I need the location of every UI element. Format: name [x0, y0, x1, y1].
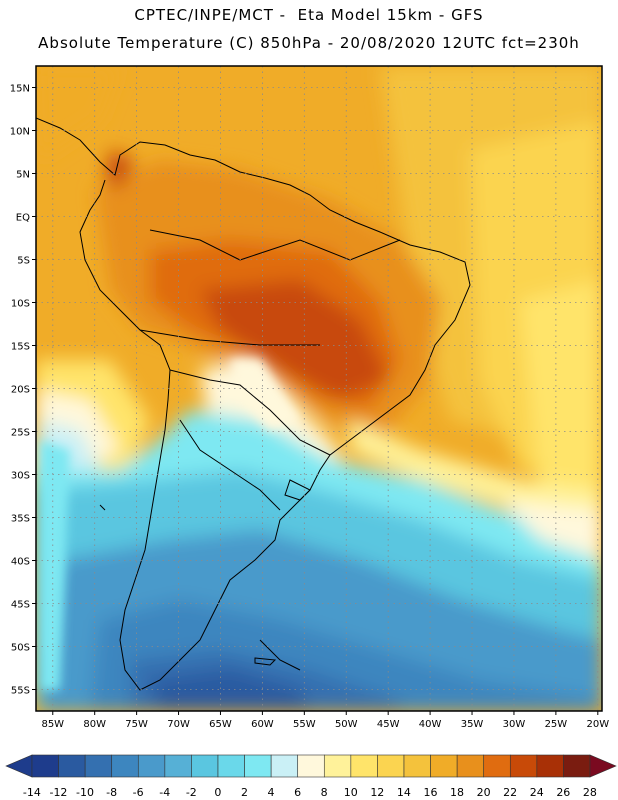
- colorbar-swatch: [350, 754, 378, 778]
- lon-tick-label: 25W: [545, 719, 568, 730]
- lat-tick-label: 10S: [11, 299, 30, 310]
- colorbar-label: -10: [76, 786, 94, 799]
- colorbar-label: 2: [241, 786, 248, 799]
- colorbar-label: 0: [214, 786, 221, 799]
- colorbar-label: 8: [321, 786, 328, 799]
- lat-tick-label: 15N: [10, 84, 30, 95]
- lat-tick-label: 50S: [11, 643, 30, 654]
- colorbar-label: 12: [370, 786, 384, 799]
- title-line-2: Absolute Temperature (C) 850hPa - 20/08/…: [38, 34, 580, 52]
- lon-tick-label: 70W: [167, 719, 190, 730]
- lon-tick-label: 80W: [83, 719, 106, 730]
- lon-tick-label: 35W: [461, 719, 484, 730]
- colorbar: -14 -12 -10 -8 -6 -4 -2 0 2 4 6 8 10 12 14 16 18 20 22 24 26…: [5, 754, 617, 799]
- lat-tick-label: 10N: [10, 127, 30, 138]
- colorbar-swatch: [563, 754, 591, 778]
- lat-tick-label: 5S: [17, 256, 30, 267]
- colorbar-swatch: [536, 754, 564, 778]
- lat-tick-label: 30S: [11, 471, 30, 482]
- colorbar-swatch: [270, 754, 299, 778]
- graticule: [36, 66, 602, 711]
- lat-tick-label: 15S: [11, 342, 30, 353]
- colorbar-swatch: [58, 754, 86, 778]
- colorbar-label: 16: [423, 786, 437, 799]
- colorbar-label: -8: [106, 786, 117, 799]
- title-line-1: CPTEC/INPE/MCT - Eta Model 15km - GFS: [134, 6, 484, 24]
- colorbar-swatch: [137, 754, 166, 778]
- colorbar-label: 14: [397, 786, 411, 799]
- colorbar-swatch: [323, 754, 352, 778]
- colorbar-label: 26: [556, 786, 570, 799]
- lon-tick-label: 20W: [586, 719, 609, 730]
- colorbar-swatch: [430, 754, 458, 778]
- colorbar-over-arrow: [589, 754, 617, 778]
- lon-tick-label: 55W: [293, 719, 316, 730]
- colorbar-swatch: [191, 754, 219, 778]
- lon-tick-label: 45W: [377, 719, 400, 730]
- colorbar-label: 10: [344, 786, 358, 799]
- lat-tick-label: 35S: [11, 514, 30, 525]
- lon-tick-label: 65W: [209, 719, 232, 730]
- lat-tick-label: EQ: [16, 213, 30, 224]
- colorbar-swatch: [377, 754, 405, 778]
- colorbar-label: -14: [23, 786, 41, 799]
- colorbar-swatch: [164, 754, 192, 778]
- lat-tick-label: 45S: [11, 600, 30, 611]
- colorbar-swatch: [111, 754, 139, 778]
- colorbar-swatch: [509, 754, 538, 778]
- lon-tick-label: 60W: [251, 719, 274, 730]
- lat-tick-label: 20S: [11, 385, 30, 396]
- coastlines: [36, 117, 471, 691]
- colorbar-label: 28: [583, 786, 597, 799]
- colorbar-label: -12: [49, 786, 67, 799]
- colorbar-label: -6: [133, 786, 144, 799]
- lon-tick-label: 50W: [335, 719, 358, 730]
- lat-tick-label: 5N: [16, 170, 30, 181]
- colorbar-label: -4: [159, 786, 170, 799]
- longitude-axis: 85W 80W 75W 70W 65W 60W 55W 50W 45W 40W 35W 30W 25W 2…: [41, 711, 609, 730]
- colorbar-under-arrow: [5, 754, 33, 778]
- temperature-field: [36, 66, 602, 711]
- lat-tick-label: 55S: [11, 686, 30, 697]
- colorbar-swatch: [456, 754, 485, 778]
- colorbar-label: 18: [450, 786, 464, 799]
- colorbar-swatch: [297, 754, 325, 778]
- colorbar-label: 20: [477, 786, 491, 799]
- lat-tick-label: 25S: [11, 428, 30, 439]
- lon-tick-label: 30W: [503, 719, 526, 730]
- lat-tick-label: 40S: [11, 557, 30, 568]
- colorbar-label: 24: [530, 786, 544, 799]
- colorbar-label: 6: [294, 786, 301, 799]
- lon-tick-label: 85W: [41, 719, 64, 730]
- colorbar-label: 4: [268, 786, 275, 799]
- colorbar-swatch: [217, 754, 245, 778]
- colorbar-swatch: [483, 754, 511, 778]
- colorbar-label: 22: [503, 786, 517, 799]
- lon-tick-label: 75W: [125, 719, 148, 730]
- latitude-axis: 15N 10N 5N EQ 5S 10S 15S 20S 25S 30S 35S 40S 45S 50S 5…: [10, 84, 36, 697]
- colorbar-swatch: [84, 754, 113, 778]
- lon-tick-label: 40W: [419, 719, 442, 730]
- colorbar-swatch: [403, 754, 431, 778]
- colorbar-swatch: [31, 754, 59, 778]
- colorbar-swatch: [244, 754, 272, 778]
- colorbar-label: -2: [186, 786, 197, 799]
